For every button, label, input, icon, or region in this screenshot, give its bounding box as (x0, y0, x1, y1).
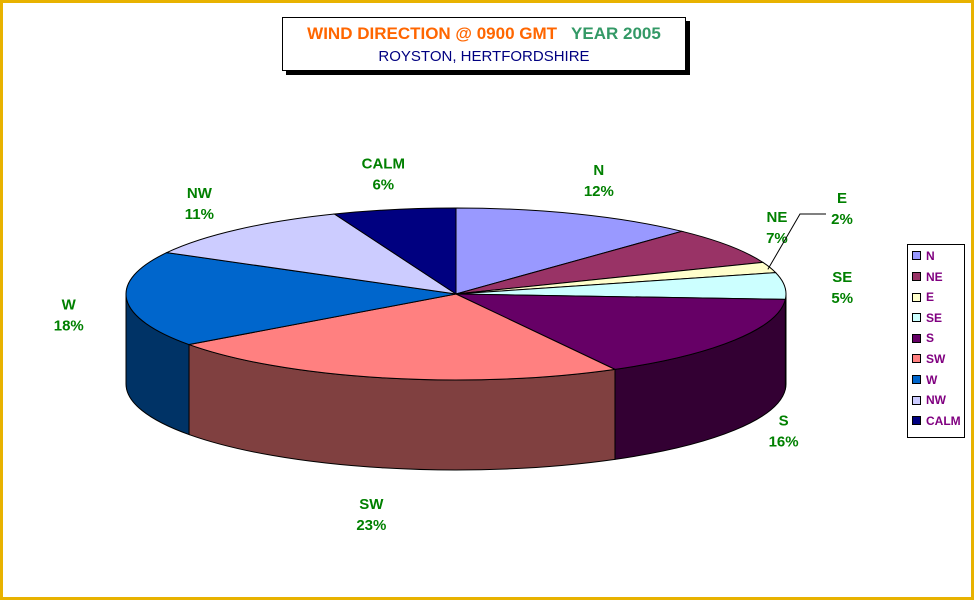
slice-value-nw: 11% (185, 206, 214, 223)
legend-item-e: E (912, 290, 934, 310)
slice-ne (455, 230, 765, 295)
legend-label: SW (926, 352, 946, 366)
chart-title: WIND DIRECTION @ 0900 GMT (307, 24, 558, 43)
legend-item-n: N (912, 249, 935, 269)
slice-value-s: 16% (769, 433, 799, 450)
pie-tops (125, 207, 787, 381)
slice-w (125, 252, 457, 346)
pie-labels: N 12% NE 7% E 2% SE 5% S 16% SW 23% W 18% NW 11% CALM 6% (54, 155, 853, 534)
slice-label-w: W (62, 296, 77, 313)
legend-label: NW (926, 393, 946, 408)
title-line: WIND DIRECTION @ 0900 GMT YEAR 2005 (283, 24, 685, 44)
slice-label-e: E (837, 190, 847, 207)
slice-calm (333, 207, 457, 295)
legend-item-w: W (912, 373, 937, 393)
legend-swatch (912, 313, 921, 323)
legend-label: W (926, 372, 938, 387)
legend-item-sw: SW (912, 352, 945, 372)
slice-value-ne: 7% (766, 230, 788, 247)
legend-swatch (912, 395, 921, 405)
legend-label: N (926, 249, 935, 263)
legend-swatch (912, 416, 921, 426)
leader-line-e (767, 213, 826, 270)
legend-label: SE (926, 310, 943, 325)
legend-swatch (912, 271, 921, 281)
legend-label: NE (926, 269, 943, 284)
slice-n (455, 207, 684, 295)
legend-item-se: SE (912, 311, 942, 331)
slice-label-calm: CALM (362, 155, 405, 172)
chart-subtitle: ROYSTON, HERTFORDSHIRE (378, 48, 590, 65)
legend-swatch (912, 292, 921, 302)
slice-sw (187, 293, 617, 381)
slice-value-n: 12% (584, 183, 614, 200)
legend-item-s: S (912, 331, 934, 351)
slice-value-se: 5% (831, 290, 853, 307)
slice-label-nw: NW (187, 185, 213, 202)
legend-label: E (926, 290, 935, 305)
slice-value-calm: 6% (372, 176, 394, 193)
legend-swatch (912, 374, 921, 384)
legend-label: CALM (926, 413, 961, 428)
legend-item-calm: CALM (912, 414, 961, 434)
slice-value-w: 18% (54, 317, 84, 334)
legend-item-nw: NW (912, 393, 946, 413)
pie-sides (125, 293, 787, 471)
legend-swatch (912, 354, 921, 364)
legend-swatch (912, 251, 921, 261)
slice-label-ne: NE (766, 209, 787, 226)
slice-s (455, 293, 786, 370)
slice-label-n: N (593, 162, 604, 179)
slice-value-sw: 23% (356, 517, 386, 534)
slice-value-e: 2% (831, 211, 853, 228)
slice-label-sw: SW (359, 496, 384, 513)
legend-swatch (912, 333, 921, 343)
slice-label-se: SE (832, 269, 852, 286)
slice-nw (165, 213, 457, 295)
title-box: WIND DIRECTION @ 0900 GMT YEAR 2005 ROYST… (282, 17, 686, 71)
slice-label-s: S (779, 412, 789, 429)
legend: N NE E SE S SW W NW CALM (907, 244, 965, 438)
legend-item-ne: NE (912, 270, 943, 290)
legend-label: S (926, 331, 935, 346)
chart-year: YEAR 2005 (571, 24, 661, 43)
